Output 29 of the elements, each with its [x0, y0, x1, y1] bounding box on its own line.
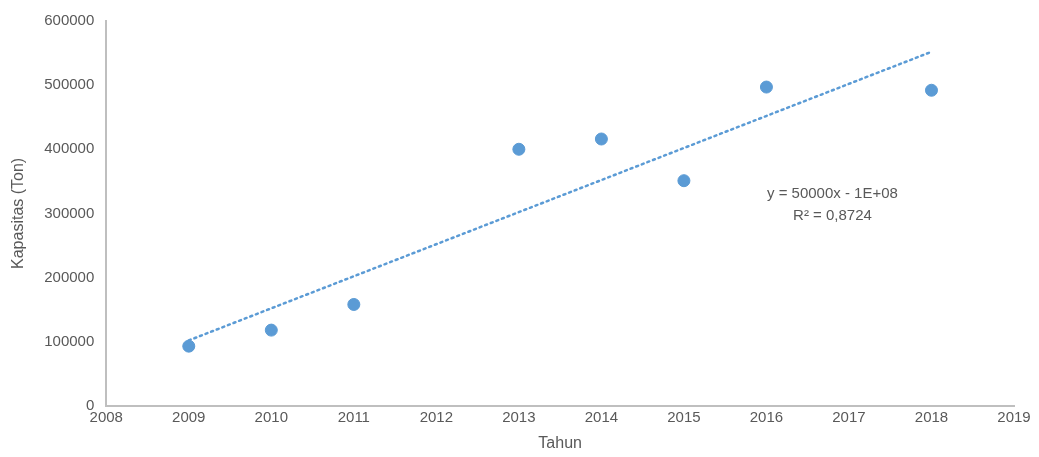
x-axis-title: Tahun [538, 433, 582, 451]
x-tick-label: 2018 [914, 407, 949, 425]
point [182, 339, 196, 353]
x-tick-label: 2014 [584, 407, 619, 425]
y-tick-label: 600000 [44, 11, 95, 29]
point [347, 297, 361, 311]
y-tick-label: 300000 [44, 203, 95, 221]
y-axis-title: Kapasitas (Ton) [9, 157, 27, 269]
x-tick-label: 2017 [832, 407, 866, 425]
x-tick-label: 2010 [254, 407, 288, 425]
y-tick-label: 100000 [44, 331, 95, 349]
point [677, 174, 691, 188]
y-tick-label: 200000 [44, 267, 95, 285]
annotation: y = 50000x - 1E+08 R² = 0,8724 [766, 184, 898, 224]
x-tick-label: 2019 [997, 407, 1031, 425]
point [512, 142, 526, 156]
point [759, 80, 773, 94]
x-tick-label: 2013 [502, 407, 536, 425]
x-tick-label: 2012 [419, 407, 454, 425]
point [924, 83, 938, 97]
y-tick-label: 0 [85, 395, 95, 413]
point [594, 132, 608, 146]
point [264, 323, 278, 337]
y-tick-label: 400000 [44, 139, 95, 157]
x-tick-label: 2016 [749, 407, 784, 425]
x-tick-label: 2011 [337, 407, 370, 425]
x-tick-label: 2015 [667, 407, 701, 425]
y-tick-label: 500000 [44, 75, 95, 93]
x-tick-label: 2009 [172, 407, 206, 425]
